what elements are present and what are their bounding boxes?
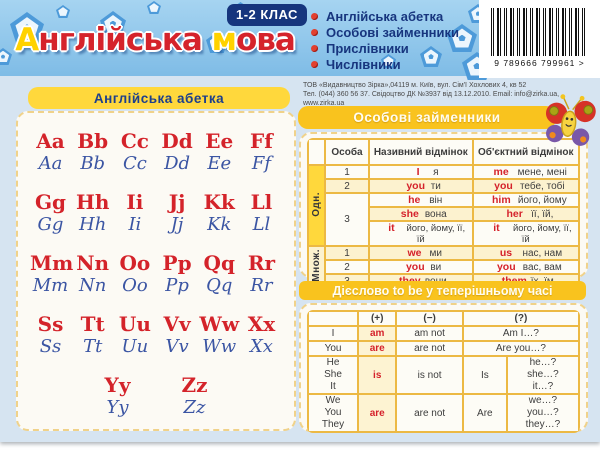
alphabet-letter: Kk Kk <box>203 190 235 235</box>
alphabet-letter: Bb Bb <box>77 129 109 174</box>
alphabet-letter: Ee Ee <box>205 129 234 174</box>
col-objective: Об'єктний відмінок <box>473 140 578 164</box>
col-affirmative: (+) <box>359 312 396 325</box>
alphabet-letter: Ll Ll <box>250 190 273 235</box>
alphabet-letter: Ss Ss <box>37 312 64 357</box>
group-singular-label: Одн. <box>311 191 322 217</box>
tobe-panel: (+) (−) (?) I am am not Am I…? You are a… <box>299 303 588 433</box>
alphabet-letter: Mm Mm <box>30 251 74 296</box>
pronouns-table: Особа Називний відмінок Об'єктний відмін… <box>307 138 580 289</box>
pronouns-section-header: Особові займенники <box>298 106 556 129</box>
table-header-row: Особа Називний відмінок Об'єктний відмін… <box>309 140 578 164</box>
alphabet-letter: Hh Hh <box>75 190 110 235</box>
publisher-info: ТОВ «Видавництво Зірка»,04119 м. Київ, в… <box>303 81 599 108</box>
alphabet-letter: Vv Vv <box>163 312 191 357</box>
alphabet-letter: Uu Uu <box>118 312 151 357</box>
col-negative: (−) <box>397 312 462 325</box>
alphabet-row: Ss Ss Tt Tt Uu Uu Vv Vv Ww Ww Xx Xx <box>30 312 282 358</box>
pronouns-panel: Особа Називний відмінок Об'єктний відмін… <box>299 132 588 289</box>
table-row: 2 you ви you вас, вам <box>309 261 578 273</box>
alphabet-letter: Ww Ww <box>199 312 240 357</box>
topic-item: Англійська абетка <box>311 8 459 24</box>
topic-item: Особові займенники <box>311 24 459 40</box>
alphabet-letter: Jj Jj <box>168 190 186 235</box>
topic-item: Числівники <box>311 56 459 72</box>
butterfly-icon <box>545 94 596 146</box>
bullet-icon <box>311 12 318 20</box>
alphabet-letter: Gg Gg <box>34 190 67 235</box>
page-title: Англійська мова <box>15 22 296 58</box>
alphabet-row: Aa Aa Bb Bb Cc Cc Dd Dd Ee Ee Ff Ff <box>30 129 282 175</box>
bullet-icon <box>311 60 318 68</box>
table-row: 3 he він him його, йому <box>309 194 578 245</box>
alphabet-letter: Qq Qq <box>203 251 235 296</box>
alphabet-letter: Dd Dd <box>161 129 193 174</box>
alphabet-letter: Rr Rr <box>247 251 276 296</box>
topic-item: Прислівники <box>311 40 459 56</box>
barcode-bars-icon <box>491 8 588 56</box>
alphabet-letter: Tt Tt <box>80 312 105 357</box>
alphabet-letter: Xx Xx <box>247 312 276 357</box>
alphabet-letter: Oo Oo <box>119 251 151 296</box>
col-nominative: Називний відмінок <box>370 140 472 164</box>
group-plural-label: Множ. <box>311 249 322 282</box>
alphabet-row: Yy Yy Zz Zz <box>30 373 282 419</box>
alphabet-letter: Ii Ii <box>126 190 144 235</box>
alphabet-letter: Cc Cc <box>120 129 149 174</box>
title-initial: А <box>15 22 39 58</box>
title-initial: м <box>211 22 237 58</box>
table-row: I am am not Am I…? <box>309 327 578 340</box>
alphabet-letter: Zz Zz <box>181 373 208 418</box>
star-icon <box>147 1 161 14</box>
table-row: 2 you ти you тебе, тобі <box>309 180 578 192</box>
tobe-section-header: Дієслово to be у теперішньому часі <box>299 281 586 300</box>
alphabet-letter: Aa Aa <box>36 129 65 174</box>
col-question: (?) <box>463 312 578 325</box>
table-row: it його, йому, її, їй it його, йому, її, ї… <box>309 222 578 245</box>
table-row: she вона her її, їй, <box>309 208 578 220</box>
alphabet-letter: Pp Pp <box>162 251 192 296</box>
star-icon <box>420 46 442 67</box>
col-person: Особа <box>326 140 368 164</box>
star-icon <box>56 5 70 18</box>
topics-list: Англійська абетка Особові займенники При… <box>311 8 459 72</box>
publisher-line: ТОВ «Видавництво Зірка»,04119 м. Київ, в… <box>303 82 527 89</box>
bullet-icon <box>311 28 318 36</box>
table-header-row: (+) (−) (?) <box>309 312 578 325</box>
table-row: We You They are are not Are we…? you…? t… <box>309 395 578 431</box>
barcode: 9 789666 799961 > <box>479 0 600 78</box>
alphabet-section-header: Англійська абетка <box>28 87 290 109</box>
alphabet-letter: Ff Ff <box>250 129 273 174</box>
grade-badge: 1-2 КЛАС <box>227 4 307 26</box>
table-row: You are are not Are you…? <box>309 342 578 355</box>
alphabet-row: Gg Gg Hh Hh Ii Ii Jj Jj Kk Kk Ll Ll <box>30 190 282 236</box>
star-icon <box>206 32 228 53</box>
alphabet-row: Mm Mm Nn Nn Oo Oo Pp Pp Qq Qq Rr Rr <box>30 251 282 297</box>
barcode-digits: 9 789666 799961 > <box>494 58 585 68</box>
alphabet-panel: Aa Aa Bb Bb Cc Cc Dd Dd Ee Ee Ff Ff Gg Gg Hh Hh … <box>16 111 296 431</box>
tobe-table: (+) (−) (?) I am am not Am I…? You are a… <box>307 310 580 433</box>
table-row: Множ. 1 we ми us нас, нам <box>309 247 578 287</box>
table-row: He She It is is not Is he…? she…? it…? <box>309 357 578 393</box>
star-icon <box>381 54 396 68</box>
alphabet-letter: Nn Nn <box>76 251 110 296</box>
bullet-icon <box>311 44 318 52</box>
alphabet-letter: Yy Yy <box>104 373 131 418</box>
publisher-line: Тел. (044) 360 56 37. Свідоцтво ДК №3937… <box>303 91 560 107</box>
